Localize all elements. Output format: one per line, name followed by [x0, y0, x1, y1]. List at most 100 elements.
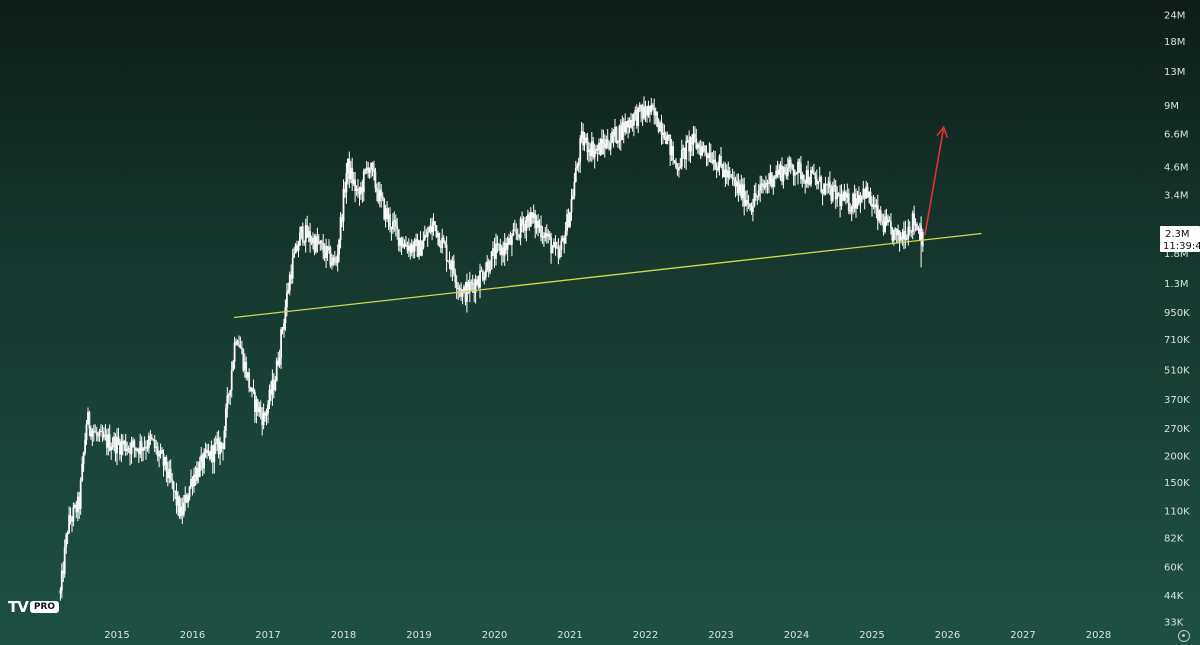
- candle-body: [150, 436, 153, 440]
- candle-body: [239, 346, 242, 348]
- candle-body: [611, 131, 613, 143]
- candle-body: [815, 179, 818, 185]
- candle-body: [682, 147, 685, 150]
- candle-body: [786, 167, 789, 177]
- candle-body: [650, 104, 653, 113]
- candle-body: [79, 480, 82, 509]
- support-trendline[interactable]: [233, 232, 982, 319]
- candle-body: [670, 146, 673, 155]
- candle-body: [696, 144, 699, 149]
- candle-body: [145, 446, 147, 449]
- candle-body: [768, 182, 770, 184]
- candle-body: [87, 412, 89, 425]
- candle-body: [775, 170, 778, 177]
- candle-body: [553, 242, 555, 248]
- gear-icon[interactable]: [1178, 630, 1190, 642]
- candle-body: [419, 240, 422, 256]
- candle-body: [725, 169, 728, 178]
- candle-body: [754, 193, 757, 198]
- candle-body: [744, 200, 747, 206]
- time-axis[interactable]: 2015 2016 2017 2018 2019 2020 2021 2022 2023 2024…: [104, 630, 1111, 641]
- candle-body: [810, 170, 812, 185]
- candle-body: [460, 288, 462, 297]
- candle-body: [283, 323, 285, 330]
- candle-body: [714, 159, 717, 170]
- candle-body: [392, 221, 394, 230]
- candle-body: [522, 223, 525, 226]
- y-tick-label: 150K: [1164, 478, 1190, 489]
- candle-body: [605, 139, 608, 149]
- candle-body: [905, 238, 908, 240]
- candle-body: [243, 361, 246, 371]
- candle-body: [113, 436, 115, 447]
- candle-body: [769, 172, 772, 183]
- price-tag-value: 2.3M: [1165, 229, 1190, 240]
- candle-body: [60, 570, 63, 591]
- candle-body: [457, 287, 460, 289]
- candle-body: [191, 479, 194, 487]
- candle-body: [84, 440, 86, 453]
- candle-body: [827, 181, 830, 185]
- candle-body: [586, 137, 589, 153]
- candle-body: [760, 183, 763, 186]
- candle-body: [897, 230, 899, 236]
- candle-body: [772, 178, 775, 187]
- candle-body: [537, 220, 539, 228]
- candle-body: [901, 236, 904, 240]
- candle-body: [752, 206, 754, 212]
- candle-body: [892, 230, 895, 241]
- candle-body: [76, 496, 79, 513]
- candle-body: [258, 407, 261, 412]
- candle-body: [618, 125, 621, 142]
- candle-body: [669, 134, 672, 155]
- candle-body: [325, 245, 327, 258]
- candle-body: [188, 486, 191, 497]
- candle-body: [468, 281, 471, 293]
- price-axis[interactable]: 24M 18M 13M 9M 6.6M 4.6M 3.4M 1.8M 1.3M 950K 710K 5…: [1164, 11, 1190, 629]
- candle-body: [842, 194, 844, 201]
- current-price-tag: 2.3M 11:39:4: [1160, 226, 1200, 252]
- candle-body: [513, 229, 516, 231]
- candle-body: [246, 372, 249, 378]
- candle-body: [69, 515, 72, 521]
- candle-body: [344, 188, 346, 193]
- candle-body: [548, 233, 551, 237]
- candle-body: [849, 211, 852, 213]
- candle-body: [640, 105, 642, 112]
- candle-body: [242, 349, 245, 371]
- candle-body: [621, 122, 624, 140]
- candle-body: [329, 247, 332, 266]
- candle-body: [798, 161, 801, 164]
- candle-body: [101, 431, 104, 438]
- candle-body: [601, 139, 603, 155]
- candle-body: [531, 212, 534, 218]
- candle-body: [622, 122, 625, 133]
- candle-body: [270, 389, 272, 395]
- tradingview-logo[interactable]: TV PRO: [8, 597, 72, 617]
- candle-body: [718, 156, 721, 167]
- candle-body: [97, 435, 99, 437]
- candle-body: [317, 242, 320, 244]
- candle-body: [274, 380, 277, 390]
- candle-body: [74, 505, 76, 507]
- candle-body: [557, 247, 560, 258]
- candle-body: [435, 225, 438, 237]
- candle-body: [418, 240, 420, 257]
- candle-body: [299, 232, 301, 246]
- candle-body: [756, 196, 759, 198]
- candle-body: [371, 163, 374, 169]
- candle-body: [518, 234, 521, 239]
- candle-body: [261, 413, 264, 426]
- candle-body: [855, 198, 857, 209]
- candle-body: [508, 238, 510, 243]
- candle-body: [124, 441, 127, 451]
- upward-arrow[interactable]: [924, 127, 945, 236]
- candle-body: [187, 496, 189, 503]
- candle-body: [664, 138, 667, 144]
- candle-body: [609, 142, 612, 150]
- candle-body: [277, 360, 280, 365]
- candle-body: [210, 445, 213, 459]
- candle-body: [715, 169, 718, 171]
- candle-body: [254, 391, 256, 413]
